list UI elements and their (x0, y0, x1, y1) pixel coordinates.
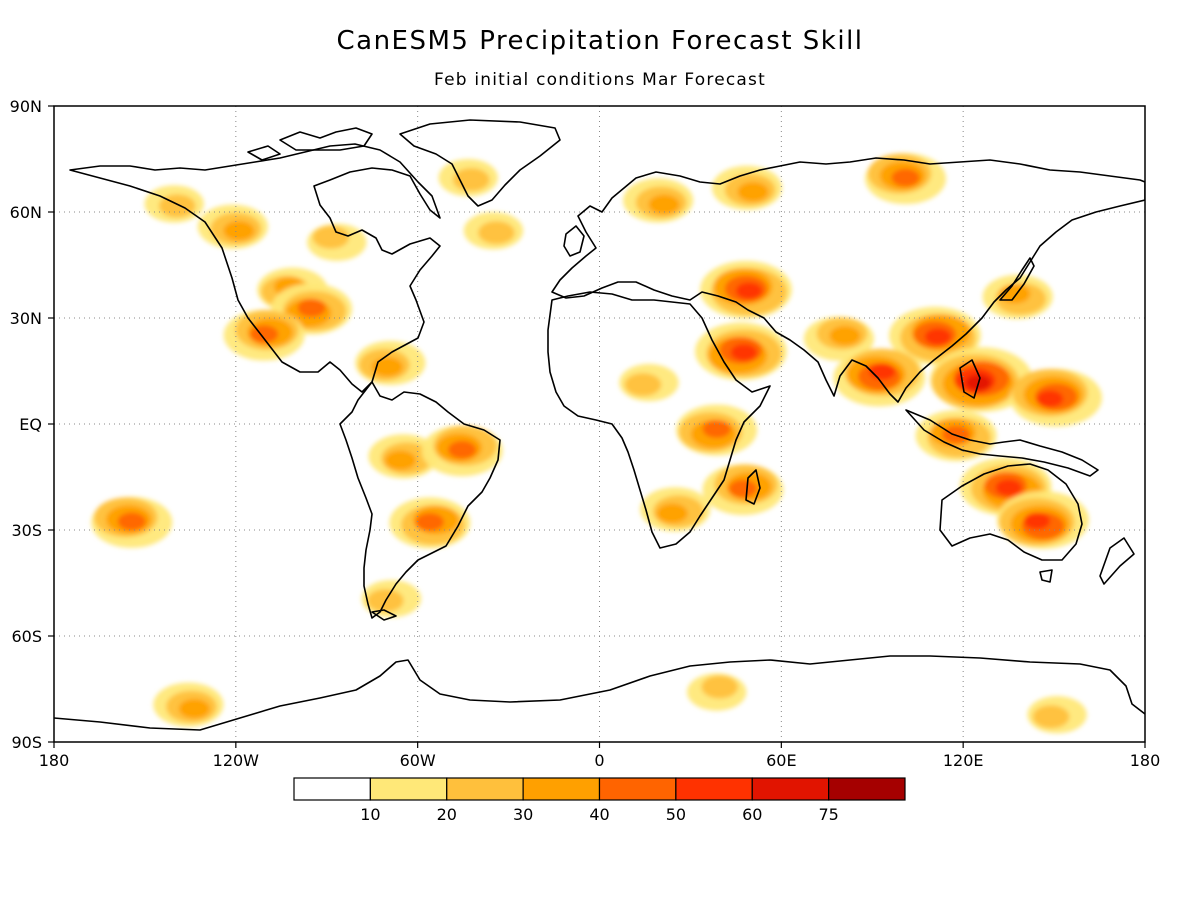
colorbar-label: 30 (513, 805, 533, 824)
lat-tick-label: EQ (19, 415, 42, 434)
coastline-eurasia (551, 157, 1145, 403)
skill-region-central-siberia-level-4 (891, 168, 920, 187)
colorbar-label: 20 (437, 805, 457, 824)
lat-tick-label: 60N (10, 203, 42, 222)
lon-tick-label: 60W (400, 751, 436, 770)
coastline-south-america (339, 381, 501, 619)
coastline-indonesia (905, 409, 1099, 477)
skill-region-caribbean-level-3 (371, 357, 403, 377)
colorbar-label: 40 (589, 805, 609, 824)
skill-region-amazon-west-level-3 (384, 450, 417, 471)
skill-region-west-pacific-level-5 (1036, 390, 1064, 407)
colorbar-swatch (369, 777, 448, 801)
coastline-australia (939, 463, 1083, 561)
skill-region-southeast-brazil-level-4 (415, 513, 444, 531)
coastline-tierra-del-fuego (371, 609, 397, 621)
colorbar-swatch (598, 777, 677, 801)
lat-tick-label: 90S (11, 733, 42, 752)
skill-region-greenland-level-2 (452, 168, 490, 192)
skill-region-antarctic-east-level-2 (701, 675, 738, 699)
skill-region-north-atlantic-level-2 (478, 221, 515, 245)
colorbar-label: 75 (818, 805, 838, 824)
colorbar-swatch (828, 777, 906, 801)
skill-region-east-australia-level-5 (1023, 512, 1051, 530)
lat-tick-label: 60S (11, 627, 42, 646)
lon-tick-label: 0 (594, 751, 604, 770)
colorbar-swatch (675, 777, 753, 801)
coastline-new-zealand (1099, 537, 1135, 585)
colorbar-label: 60 (742, 805, 762, 824)
coastline-greenland (399, 119, 561, 207)
skill-region-madagascar-level-4 (728, 479, 758, 498)
skill-region-sahel-level-2 (624, 373, 662, 397)
lat-tick-label: 30S (11, 521, 42, 540)
skill-region-east-africa-level-4 (702, 420, 731, 438)
skill-shading (91, 153, 1102, 734)
coastline-japan (999, 257, 1035, 301)
coastline-british-isles (563, 225, 585, 257)
colorbar-swatch (751, 777, 830, 801)
skill-region-bay-of-bengal-level-5 (869, 363, 896, 380)
chart-subtitle: Feb initial conditions Mar Forecast (434, 70, 766, 90)
skill-region-northern-russia-level-3 (737, 181, 769, 202)
skill-region-north-australia-level-5 (995, 479, 1022, 496)
map-gridlines (54, 106, 1145, 742)
colorbar-swatch (293, 777, 371, 801)
skill-region-india-north-level-3 (829, 325, 861, 346)
coastline-north-america (69, 143, 441, 393)
skill-region-hudson-bay-south-level-2 (312, 225, 350, 249)
skill-region-texas-gulf-level-4 (297, 299, 326, 317)
skill-region-southern-africa-level-3 (656, 503, 688, 524)
coastline-africa (547, 291, 771, 549)
coastlines (54, 119, 1145, 731)
coastline-antarctica (54, 655, 1145, 731)
lat-tick-label: 30N (10, 309, 42, 328)
chart-title: CanESM5 Precipitation Forecast Skill (336, 26, 864, 56)
skill-region-caspian-level-5 (735, 282, 763, 299)
coastline-tasmania (1039, 569, 1053, 583)
colorbar-label: 50 (666, 805, 686, 824)
lon-tick-label: 180 (39, 751, 70, 770)
skill-region-antarctic-pacific-level-3 (178, 698, 210, 719)
coastline-philippines (959, 359, 981, 399)
skill-region-western-canada-level-3 (223, 220, 255, 241)
colorbar-label: 10 (360, 805, 380, 824)
coastline-arctic-islands (247, 127, 373, 161)
skill-region-pacific-south-level-4 (117, 512, 146, 531)
skill-region-south-china-level-5 (924, 328, 952, 345)
lon-tick-label: 60E (766, 751, 796, 770)
skill-region-brazil-east-level-4 (448, 440, 477, 459)
colorbar-swatch (522, 777, 601, 801)
skill-region-antarctic-ross-level-2 (1032, 705, 1070, 729)
skill-region-mexico-west-level-4 (250, 325, 279, 344)
lon-tick-label: 120W (213, 751, 260, 770)
lon-tick-label: 180 (1130, 751, 1161, 770)
colorbar: 10 20 30 40 50 60 75 (293, 777, 906, 824)
skill-region-scandinavia-level-3 (648, 194, 680, 215)
coastline-madagascar (745, 469, 761, 505)
lat-tick-label: 90N (10, 97, 42, 116)
skill-region-arabia-level-5 (730, 344, 758, 361)
lon-tick-label: 120E (943, 751, 984, 770)
colorbar-swatch (446, 777, 524, 801)
